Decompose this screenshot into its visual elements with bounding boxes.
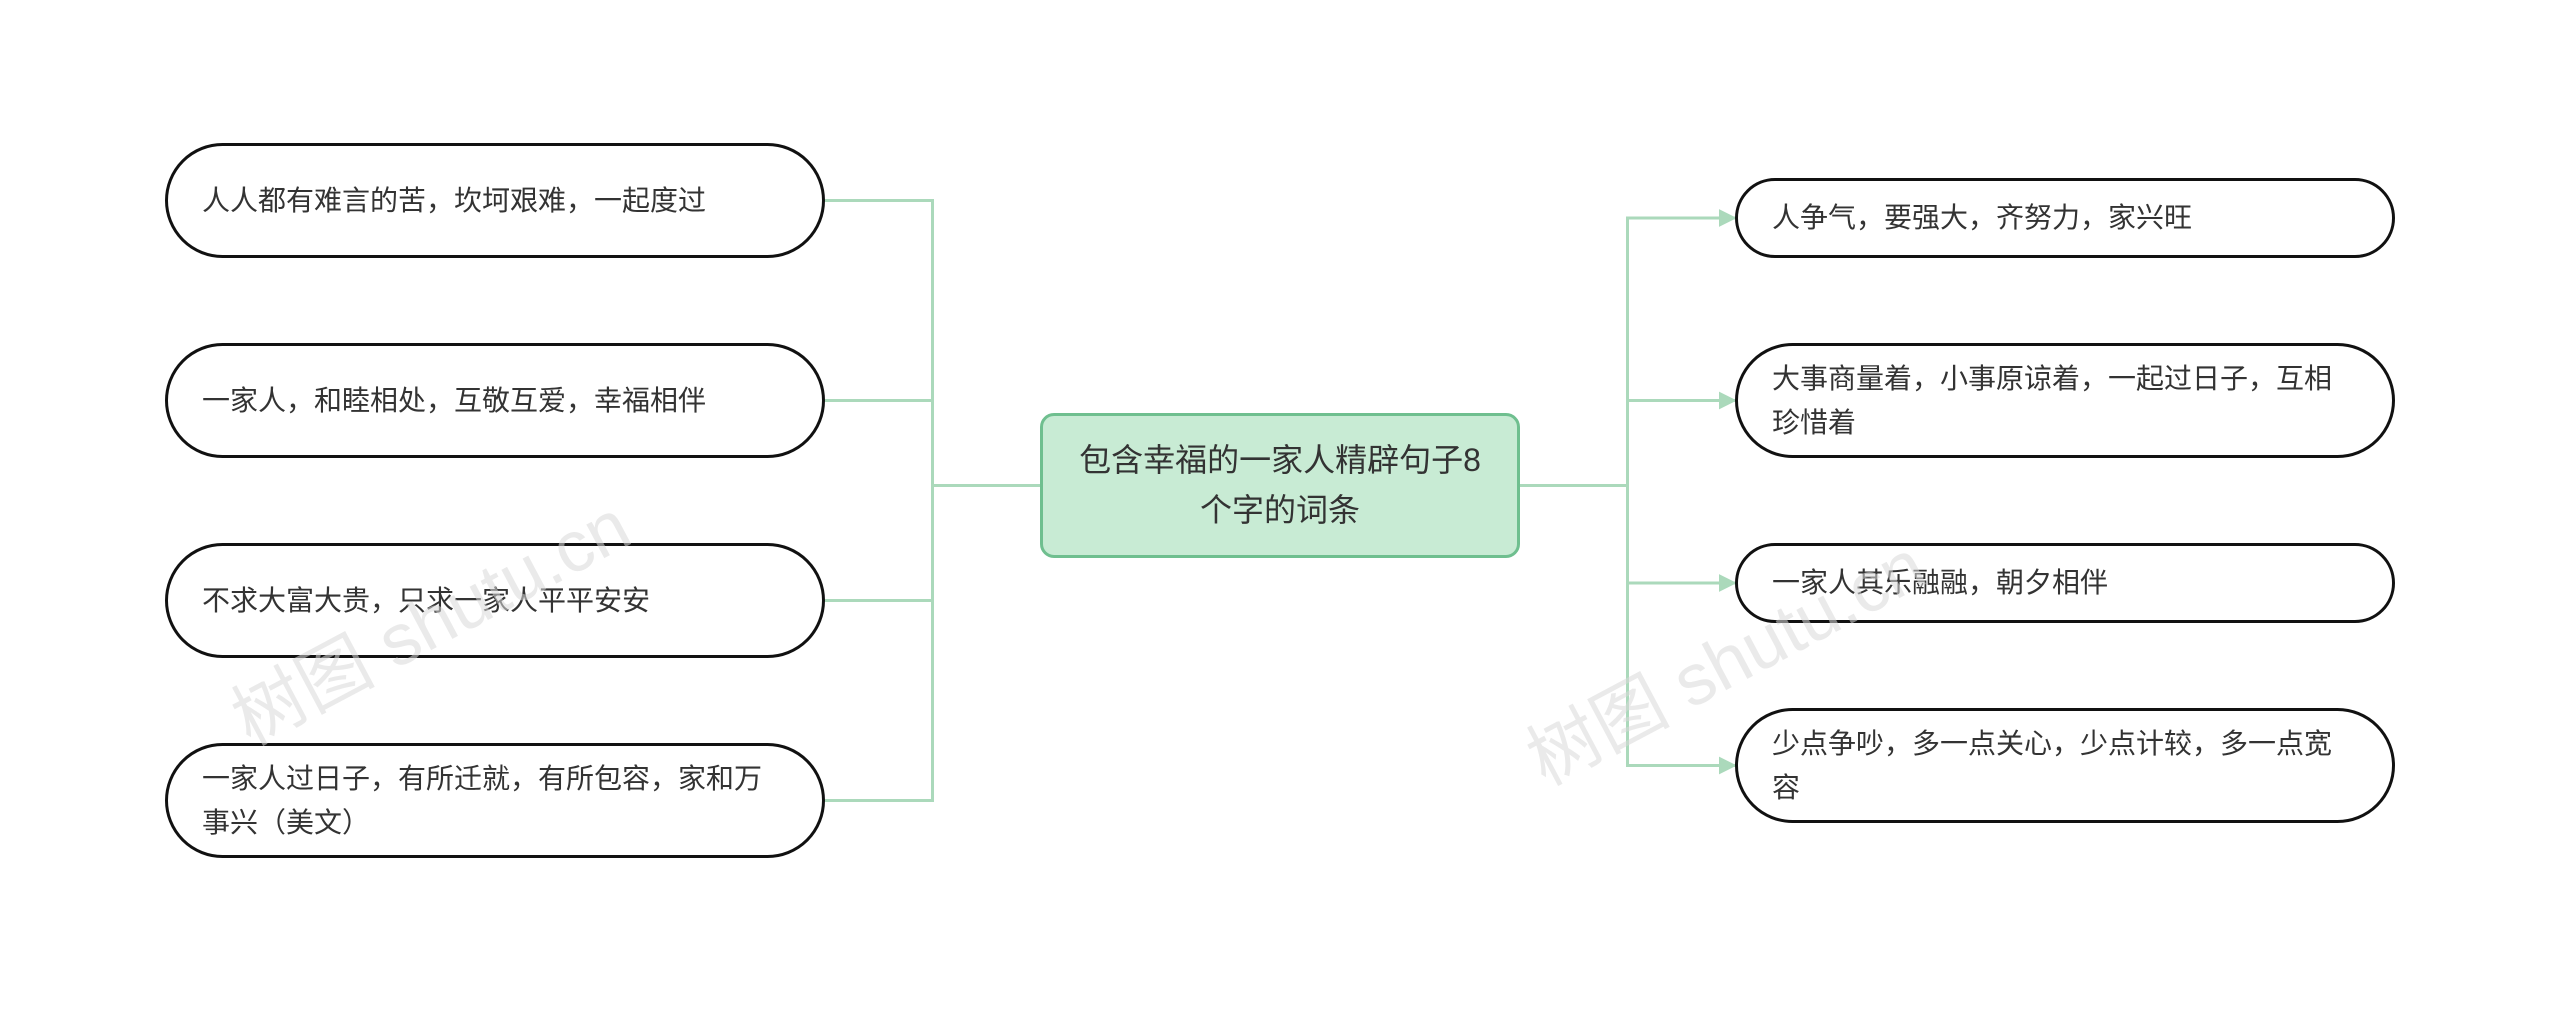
right-node-2-text: 一家人其乐融融，朝夕相伴 [1772,561,2358,604]
left-node-0: 人人都有难言的苦，坎坷艰难，一起度过 [165,143,825,258]
right-node-3: 少点争吵，多一点关心，少点计较，多一点宽容 [1735,708,2395,823]
center-node: 包含幸福的一家人精辟句子8个字的词条 [1040,413,1520,558]
right-node-1-text: 大事商量着，小事原谅着，一起过日子，互相珍惜着 [1772,357,2358,444]
right-node-2: 一家人其乐融融，朝夕相伴 [1735,543,2395,623]
left-node-2-text: 不求大富大贵，只求一家人平平安安 [202,579,788,622]
left-node-1-text: 一家人，和睦相处，互敬互爱，幸福相伴 [202,379,788,422]
right-node-1: 大事商量着，小事原谅着，一起过日子，互相珍惜着 [1735,343,2395,458]
left-node-2: 不求大富大贵，只求一家人平平安安 [165,543,825,658]
left-node-1: 一家人，和睦相处，互敬互爱，幸福相伴 [165,343,825,458]
left-node-0-text: 人人都有难言的苦，坎坷艰难，一起度过 [202,179,788,222]
right-node-3-text: 少点争吵，多一点关心，少点计较，多一点宽容 [1772,722,2358,809]
left-node-3: 一家人过日子，有所迁就，有所包容，家和万事兴（美文） [165,743,825,858]
center-node-text: 包含幸福的一家人精辟句子8个字的词条 [1077,436,1483,535]
right-node-0-text: 人争气，要强大，齐努力，家兴旺 [1772,196,2358,239]
mindmap-canvas: 包含幸福的一家人精辟句子8个字的词条 人人都有难言的苦，坎坷艰难，一起度过一家人… [0,0,2560,1029]
right-node-0: 人争气，要强大，齐努力，家兴旺 [1735,178,2395,258]
left-node-3-text: 一家人过日子，有所迁就，有所包容，家和万事兴（美文） [202,757,788,844]
